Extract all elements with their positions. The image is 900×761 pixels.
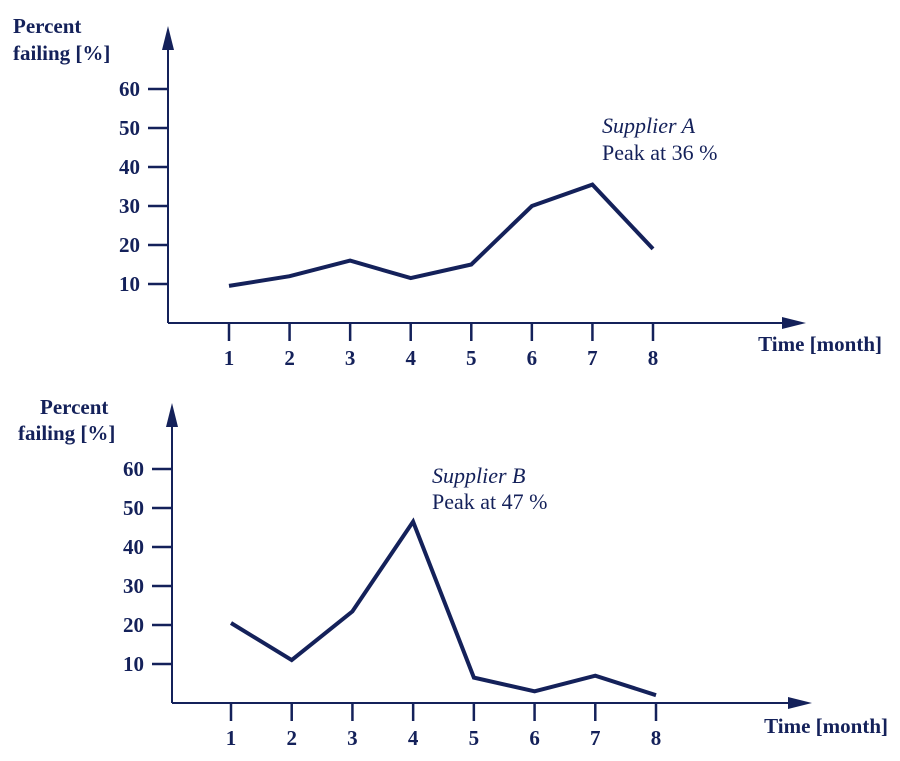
x-tick-label: 8 (648, 346, 659, 370)
supplier-label: Supplier A (602, 113, 696, 138)
x-tick-label: 5 (466, 346, 477, 370)
y-tick-label: 20 (123, 613, 144, 637)
x-tick-label: 7 (590, 726, 601, 750)
plot-area: 10 20 30 40 50 60 1 2 3 4 5 6 7 8 (119, 26, 806, 370)
x-axis-label: Time [month] (758, 332, 882, 356)
y-tick-label: 60 (123, 457, 144, 481)
series-line (229, 517, 657, 698)
supplier-label: Supplier B (432, 463, 526, 488)
y-axis-label-line2: failing [%] (18, 421, 115, 445)
x-tick-label: 2 (286, 726, 297, 750)
x-axis-arrow (788, 697, 812, 709)
y-axis-arrow (162, 26, 174, 50)
y-tick-label: 10 (119, 272, 140, 296)
chart-supplier-a: Percent failing [%] Time [month] Supplie… (13, 14, 882, 370)
x-tick-label: 1 (226, 726, 237, 750)
x-tick-label: 4 (408, 726, 419, 750)
y-tick-label: 30 (123, 574, 144, 598)
x-tick-label: 6 (529, 726, 540, 750)
x-tick-label: 4 (405, 346, 416, 370)
x-axis-arrow (782, 317, 806, 329)
y-axis-label-line2: failing [%] (13, 41, 110, 65)
x-tick-label: 2 (284, 346, 295, 370)
x-tick-label: 1 (224, 346, 235, 370)
y-axis-label-line1: Percent (13, 14, 81, 38)
y-tick-label: 30 (119, 194, 140, 218)
series-line (228, 182, 655, 288)
y-tick-label: 60 (119, 77, 140, 101)
chart-supplier-b: Percent failing [%] Time [month] Supplie… (18, 395, 888, 750)
x-tick-label: 8 (651, 726, 662, 750)
plot-area: 10 20 30 40 50 60 1 2 3 4 5 6 7 8 (123, 403, 812, 750)
peak-label: Peak at 47 % (432, 489, 547, 514)
y-tick-label: 50 (123, 496, 144, 520)
y-tick-label: 40 (123, 535, 144, 559)
x-tick-label: 3 (345, 346, 356, 370)
x-tick-label: 5 (469, 726, 480, 750)
y-axis-arrow (166, 403, 178, 427)
y-tick-label: 10 (123, 652, 144, 676)
x-axis-label: Time [month] (764, 714, 888, 738)
x-tick-label: 3 (347, 726, 358, 750)
x-tick-label: 6 (527, 346, 538, 370)
y-tick-label: 50 (119, 116, 140, 140)
y-axis-label-line1: Percent (40, 395, 108, 419)
x-tick-label: 7 (587, 346, 598, 370)
y-tick-label: 40 (119, 155, 140, 179)
peak-label: Peak at 36 % (602, 140, 717, 165)
y-tick-label: 20 (119, 233, 140, 257)
